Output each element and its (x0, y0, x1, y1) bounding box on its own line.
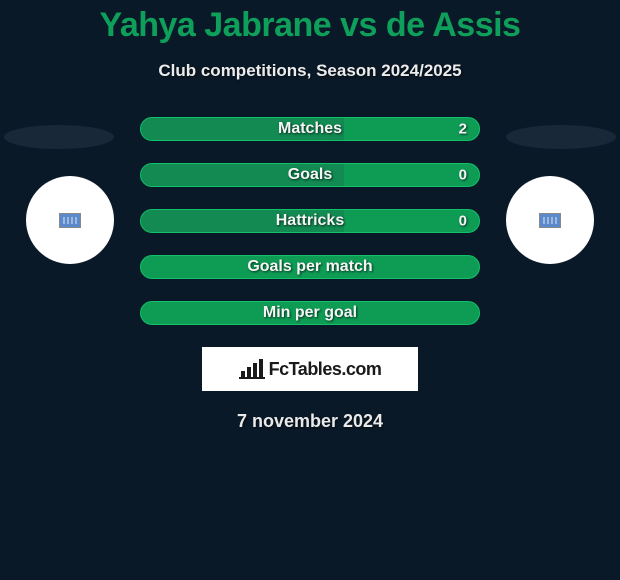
stat-label: Hattricks (276, 212, 344, 230)
bars-chart-icon (239, 359, 265, 379)
player-shadow-right (506, 125, 616, 149)
brand-text: FcTables.com (269, 359, 382, 380)
subtitle: Club competitions, Season 2024/2025 (0, 61, 620, 81)
stat-value: 0 (459, 213, 467, 230)
flag-icon (539, 213, 561, 228)
player-ball-left (26, 176, 114, 264)
player-shadow-left (4, 125, 114, 149)
stat-bar-goals-per-match: Goals per match (140, 255, 480, 279)
stat-bar-matches: Matches 2 (140, 117, 480, 141)
stat-label: Goals (288, 166, 332, 184)
stat-label: Matches (278, 120, 342, 138)
flag-icon (59, 213, 81, 228)
date-label: 7 november 2024 (0, 411, 620, 432)
player-ball-right (506, 176, 594, 264)
stat-value: 0 (459, 167, 467, 184)
stat-bar-goals: Goals 0 (140, 163, 480, 187)
stat-bar-min-per-goal: Min per goal (140, 301, 480, 325)
brand-box: FcTables.com (202, 347, 418, 391)
stat-label: Goals per match (247, 258, 372, 276)
page-title: Yahya Jabrane vs de Assis (0, 0, 620, 45)
stat-bar-hattricks: Hattricks 0 (140, 209, 480, 233)
stat-value: 2 (459, 121, 467, 138)
stat-label: Min per goal (263, 304, 357, 322)
stats-bars: Matches 2 Goals 0 Hattricks 0 Goals per … (140, 117, 480, 325)
